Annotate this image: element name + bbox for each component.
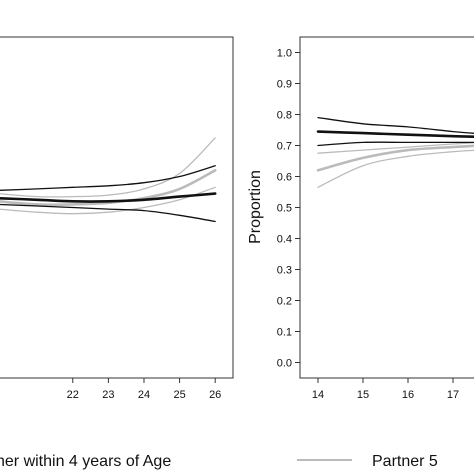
left-x-axis: 22 23 24 25 26 (67, 378, 221, 401)
right-y-axis-title: Proportion (247, 170, 264, 244)
right-series-line-2 (317, 141, 474, 147)
right-y-tick-label-9: 0.9 (277, 79, 292, 91)
right-x-tick-label-3: 17 (447, 389, 459, 401)
left-series-line-1 (0, 165, 216, 191)
right-plot-frame (299, 36, 474, 379)
right-y-tick-label-4: 0.4 (277, 234, 292, 246)
right-x-tick-label-1: 15 (357, 389, 369, 401)
legend-label-0: her within 4 years of Age (0, 453, 171, 470)
right-x-axis: 14 15 16 17 (312, 378, 459, 401)
right-y-tick-label-6: 0.6 (277, 172, 292, 184)
right-y-tick-label-8: 0.8 (277, 110, 292, 122)
right-y-tick-label-10: 1.0 (277, 48, 292, 60)
right-y-axis: 0.0 0.1 0.2 0.3 0.4 0.5 0.6 0.7 0.8 0.9 1.0 (277, 48, 300, 370)
left-series-line-0 (0, 192, 217, 203)
right-y-tick-label-7: 0.7 (277, 141, 292, 153)
left-x-tick-label-2: 24 (138, 389, 150, 401)
left-x-tick-label-3: 25 (173, 389, 185, 401)
right-y-tick-label-3: 0.3 (277, 265, 292, 277)
legend-label-1: Partner 5 (372, 453, 438, 470)
left-x-tick-label-0: 22 (67, 389, 79, 401)
left-series-line-2 (0, 203, 216, 223)
right-y-tick-label-0: 0.0 (277, 358, 292, 370)
legend: her within 4 years of Age Partner 5 (0, 453, 438, 470)
right-series-line-5 (317, 149, 474, 188)
right-y-tick-label-1: 0.1 (277, 327, 292, 339)
right-x-tick-label-0: 14 (312, 389, 324, 401)
left-series-line-5 (0, 186, 216, 215)
left-x-tick-label-1: 23 (102, 389, 114, 401)
left-plot-frame (0, 36, 234, 379)
right-series-line-1 (317, 116, 474, 134)
right-series-group (316, 116, 474, 188)
right-y-tick-label-5: 0.5 (277, 203, 292, 215)
right-series-line-3 (316, 144, 474, 172)
right-panel: 0.0 0.1 0.2 0.3 0.4 0.5 0.6 0.7 0.8 0.9 1.0 14 15 16… (247, 36, 474, 401)
right-series-line-4 (317, 142, 474, 154)
left-panel: 22 23 24 25 26 (0, 36, 234, 401)
left-x-tick-label-4: 26 (209, 389, 221, 401)
left-series-line-4 (0, 137, 216, 198)
right-y-tick-label-2: 0.2 (277, 296, 292, 308)
right-series-line-0 (316, 130, 474, 138)
left-series-line-3 (0, 169, 217, 206)
left-series-group (0, 137, 217, 223)
right-x-tick-label-2: 16 (402, 389, 414, 401)
